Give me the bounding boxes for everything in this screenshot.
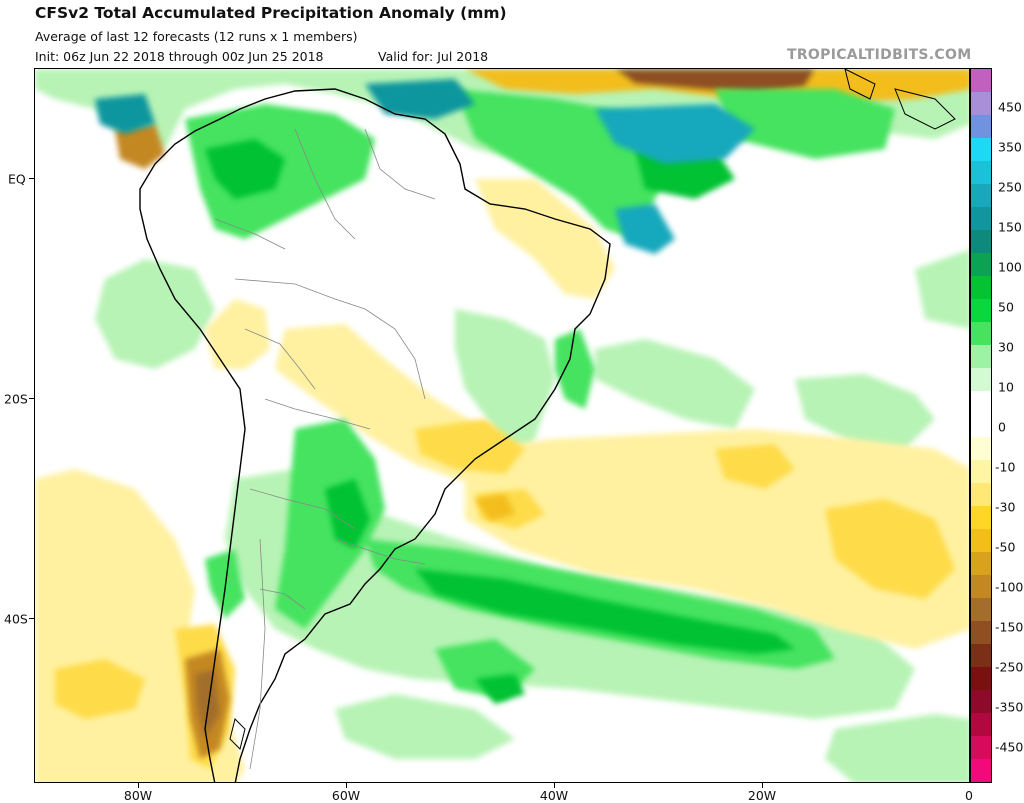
- lat-label-40s: 40S: [4, 611, 28, 627]
- colorbar: [970, 68, 992, 783]
- colorbar-label: 350: [998, 139, 1022, 155]
- colorbar-segment: [971, 322, 991, 345]
- colorbar-label: -250: [995, 659, 1024, 675]
- colorbar-label: 10: [998, 379, 1014, 395]
- lon-tick: [554, 783, 555, 788]
- lon-label-80w: 80W: [123, 788, 153, 803]
- colorbar-segment: [971, 184, 991, 207]
- country-borders: [214, 128, 436, 770]
- valid-time-label: Valid for: Jul 2018: [378, 49, 489, 64]
- colorbar-segment: [971, 529, 991, 552]
- precipitation-anomaly-map: [34, 68, 970, 783]
- colorbar-segment: [971, 690, 991, 713]
- colorbar-segment: [971, 299, 991, 322]
- lon-tick: [762, 783, 763, 788]
- lon-label-40w: 40W: [539, 788, 569, 803]
- colorbar-segment: [971, 69, 991, 92]
- colorbar-segment: [971, 276, 991, 299]
- colorbar-label: 100: [998, 259, 1022, 275]
- lon-label-20w: 20W: [747, 788, 777, 803]
- init-time-label: Init: 06z Jun 22 2018 through 00z Jun 25…: [35, 49, 324, 64]
- subtitle: Average of last 12 forecasts (12 runs x …: [35, 29, 358, 44]
- colorbar-label: -50: [995, 539, 1016, 555]
- lat-tick: [29, 178, 34, 179]
- colorbar-label: -450: [995, 739, 1024, 755]
- anomaly-teal-regions: [95, 79, 755, 254]
- colorbar-segment: [971, 414, 991, 437]
- colorbar-segment: [971, 161, 991, 184]
- colorbar-label: -100: [995, 579, 1024, 595]
- colorbar-label: 450: [998, 99, 1022, 115]
- colorbar-label: -10: [995, 459, 1016, 475]
- colorbar-segment: [971, 644, 991, 667]
- colorbar-segment: [971, 138, 991, 161]
- lat-tick: [29, 618, 34, 619]
- colorbar-segment: [971, 759, 991, 782]
- colorbar-segment: [971, 483, 991, 506]
- colorbar-segment: [971, 736, 991, 759]
- colorbar-segment: [971, 92, 991, 115]
- colorbar-label: -350: [995, 699, 1024, 715]
- colorbar-label: 50: [998, 299, 1014, 315]
- colorbar-segment: [971, 115, 991, 138]
- colorbar-segment: [971, 552, 991, 575]
- continent-outline: [139, 88, 611, 782]
- lat-label-20s: 20S: [4, 391, 28, 407]
- colorbar-segment: [971, 598, 991, 621]
- colorbar-segment: [971, 713, 991, 736]
- colorbar-segment: [971, 230, 991, 253]
- colorbar-segment: [971, 368, 991, 391]
- colorbar-label: 250: [998, 179, 1022, 195]
- colorbar-segment: [971, 667, 991, 690]
- colorbar-segment: [971, 506, 991, 529]
- colorbar-segment: [971, 621, 991, 644]
- lon-label-60w: 60W: [331, 788, 361, 803]
- lon-tick: [138, 783, 139, 788]
- colorbar-segment: [971, 460, 991, 483]
- map-canvas: [35, 69, 969, 782]
- lat-tick: [29, 398, 34, 399]
- colorbar-label: 30: [998, 339, 1014, 355]
- coastal-islands: [229, 69, 956, 750]
- colorbar-label: 150: [998, 219, 1022, 235]
- brand-watermark: TROPICALTIDBITS.COM: [787, 47, 972, 63]
- colorbar-segment: [971, 391, 991, 414]
- lon-tick: [346, 783, 347, 788]
- page-title: CFSv2 Total Accumulated Precipitation An…: [35, 4, 507, 22]
- colorbar-label: -150: [995, 619, 1024, 635]
- colorbar-segment: [971, 575, 991, 598]
- colorbar-segment: [971, 253, 991, 276]
- colorbar-segment: [971, 437, 991, 460]
- colorbar-label: 0: [998, 419, 1006, 435]
- lon-label-0: 0: [965, 788, 973, 803]
- colorbar-segment: [971, 207, 991, 230]
- lat-label-eq: EQ: [8, 171, 26, 187]
- colorbar-label: -30: [995, 499, 1016, 515]
- colorbar-segment: [971, 345, 991, 368]
